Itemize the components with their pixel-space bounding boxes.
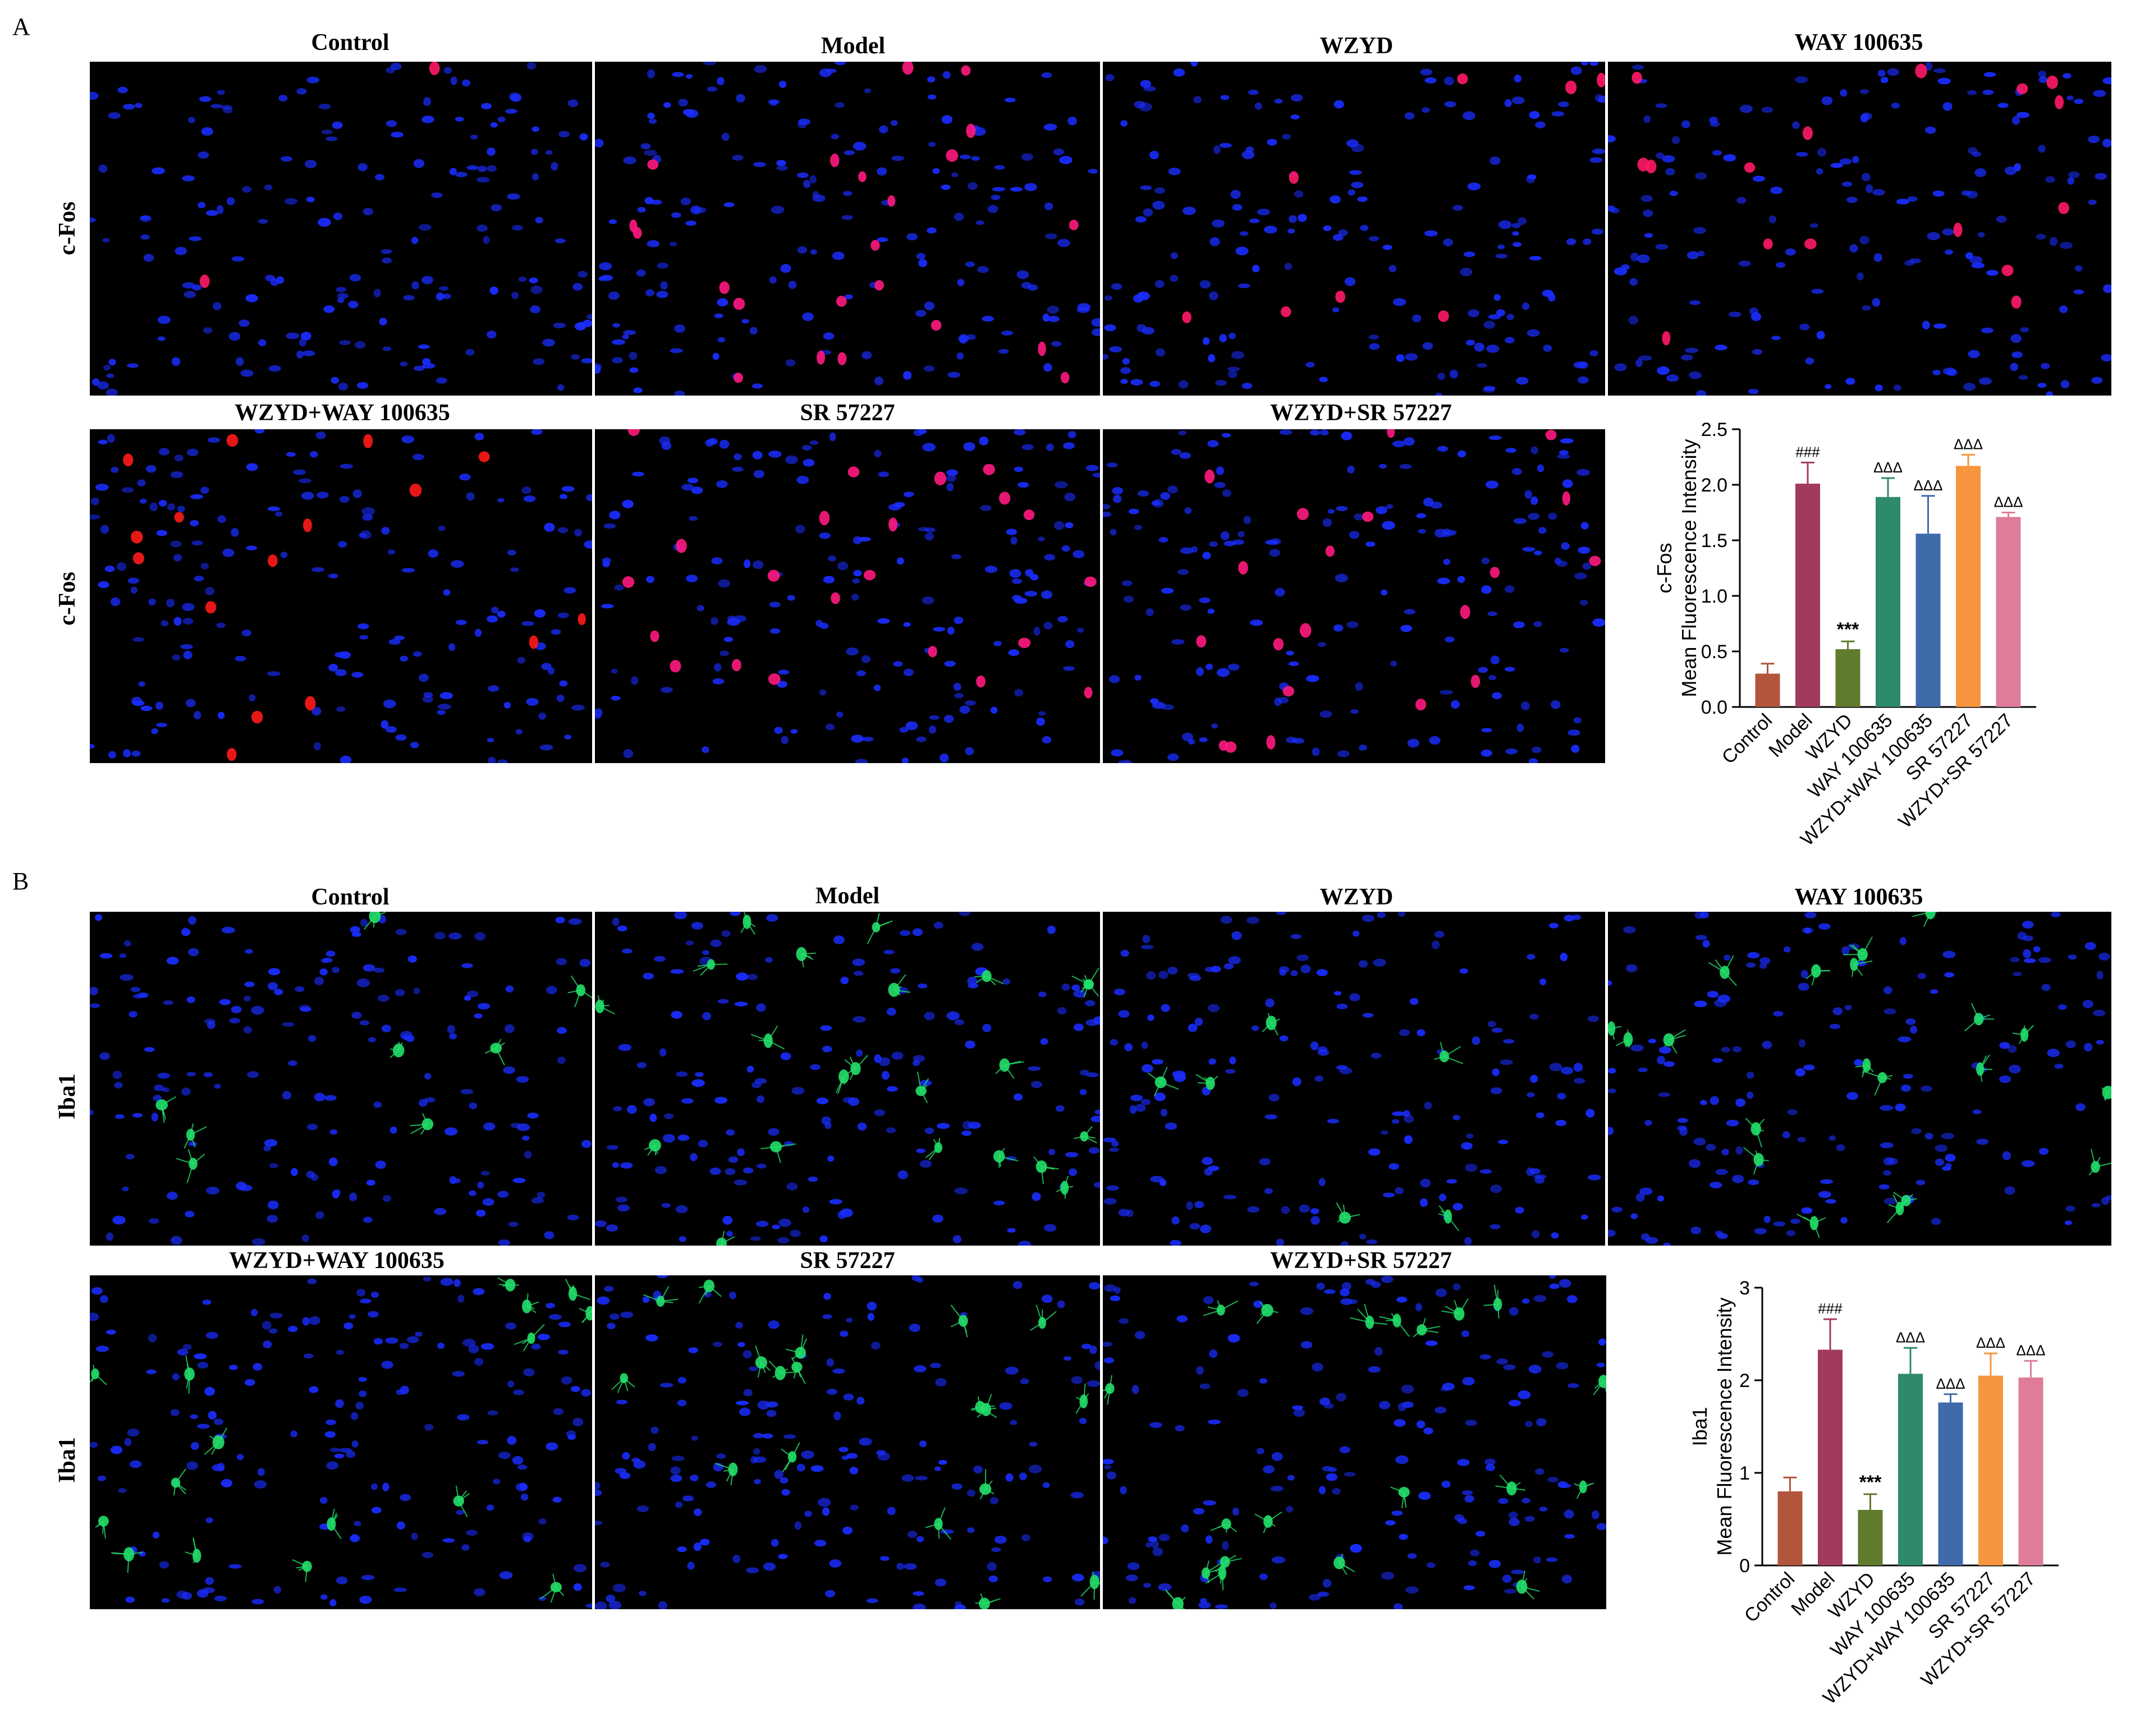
micrograph-image: [595, 1275, 1100, 1609]
significance-marker: ΔΔΔ: [1913, 477, 1942, 494]
significance-marker: ΔΔΔ: [1954, 436, 1983, 453]
panel-b-title-way100635: WAY 100635: [1794, 884, 1923, 910]
panel-a-title-wzyd-way: WZYD+WAY 100635: [235, 400, 450, 426]
micrograph-image: [595, 62, 1100, 396]
panel-a-title-wzyd: WZYD: [1319, 33, 1394, 59]
significance-marker: ***: [1837, 619, 1859, 640]
y-tick-label: 0: [1739, 1555, 1750, 1577]
y-tick-label: 3: [1739, 1278, 1750, 1299]
micrograph-image: [90, 1275, 592, 1609]
micrograph-b-wzyd-way: [90, 1275, 592, 1609]
micrograph-image: [1103, 62, 1605, 396]
panel-b-title-wzyd-way: WZYD+WAY 100635: [229, 1248, 444, 1274]
panel-a-row2-label: c-Fos: [54, 572, 80, 626]
y-tick-label: 2.5: [1701, 419, 1727, 440]
micrograph-a-wzyd-sr: [1103, 429, 1605, 763]
y-tick-label: 2: [1739, 1370, 1750, 1391]
panel-a-title-wzyd-sr: WZYD+SR 57227: [1270, 400, 1452, 426]
micrograph-a-model: [595, 62, 1100, 396]
micrograph-b-wzyd-sr: [1103, 1275, 1606, 1609]
bar: [1835, 649, 1860, 707]
significance-marker: ΔΔΔ: [1976, 1334, 2005, 1351]
y-tick-label: 2.0: [1701, 475, 1727, 496]
significance-marker: ΔΔΔ: [1993, 494, 2023, 511]
panel-a-title-way100635: WAY 100635: [1794, 30, 1923, 56]
panel-letter-a: A: [12, 13, 30, 40]
significance-marker: ***: [1859, 1472, 1882, 1493]
bar: [1915, 534, 1941, 707]
micrograph-a-way100635: [1608, 62, 2111, 396]
bar: [1777, 1491, 1803, 1565]
panel-b-title-wzyd-sr: WZYD+SR 57227: [1270, 1248, 1452, 1274]
x-tick-label: Control: [1740, 1568, 1799, 1627]
micrograph-b-wzyd: [1103, 912, 1605, 1246]
significance-marker: ###: [1795, 443, 1820, 460]
y-tick-label: 0.5: [1701, 641, 1727, 663]
micrograph-b-sr57227: [595, 1275, 1100, 1609]
x-tick-label: Control: [1718, 710, 1776, 768]
micrograph-a-wzyd: [1103, 62, 1605, 396]
panel-a-title-model: Model: [821, 33, 886, 59]
y-axis-marker-label: Iba1: [1688, 1407, 1711, 1446]
micrograph-image: [1103, 429, 1605, 763]
y-tick-label: 1.5: [1701, 530, 1727, 552]
panel-a-title-sr57227: SR 57227: [800, 400, 895, 426]
micrograph-image: [595, 429, 1100, 763]
significance-marker: ΔΔΔ: [1873, 459, 1903, 476]
y-tick-label: 1: [1739, 1463, 1750, 1484]
bar: [1876, 497, 1900, 707]
micrograph-b-way100635: [1608, 912, 2111, 1246]
panel-letter-b: B: [12, 867, 29, 895]
panel-b-title-control: Control: [311, 884, 389, 910]
micrograph-image: [1608, 912, 2111, 1246]
significance-marker: ###: [1818, 1300, 1843, 1317]
panel-b-row2-label: Iba1: [54, 1437, 80, 1483]
micrograph-image: [1608, 62, 2111, 396]
panel-b-title-model: Model: [815, 883, 880, 909]
bar: [1858, 1510, 1883, 1565]
significance-marker: ΔΔΔ: [1896, 1329, 1925, 1345]
micrograph-b-control: [90, 912, 592, 1246]
y-axis-label: Mean Fluorescence Intensity: [1678, 439, 1701, 697]
micrograph-image: [90, 912, 592, 1246]
panel-b-row1-label: Iba1: [54, 1073, 80, 1119]
bar: [1818, 1349, 1843, 1565]
micrograph-image: [595, 912, 1100, 1246]
micrograph-b-model: [595, 912, 1100, 1246]
micrograph-a-wzyd-way: [90, 429, 592, 763]
bar: [1795, 484, 1820, 707]
panel-b-title-sr57227: SR 57227: [800, 1248, 895, 1274]
micrograph-a-sr57227: [595, 429, 1100, 763]
bar: [1755, 673, 1780, 707]
significance-marker: ΔΔΔ: [2016, 1342, 2045, 1358]
y-tick-label: 0.0: [1701, 697, 1727, 718]
micrograph-image: [1103, 912, 1605, 1246]
micrograph-image: [90, 429, 592, 763]
y-axis-marker-label: c-Fos: [1653, 543, 1676, 594]
micrograph-image: [90, 62, 592, 396]
micrograph-a-control: [90, 62, 592, 396]
panel-b-title-wzyd: WZYD: [1319, 884, 1394, 910]
y-tick-label: 1.0: [1701, 586, 1727, 607]
bar: [1996, 517, 2021, 707]
panel-a-row1-label: c-Fos: [54, 201, 80, 255]
bar: [1978, 1375, 2003, 1565]
bar: [1938, 1402, 1963, 1565]
significance-marker: ΔΔΔ: [1936, 1375, 1965, 1392]
y-axis-label: Mean Fluorescence Intensity: [1713, 1297, 1736, 1555]
bar: [1956, 466, 1981, 707]
panel-a-title-control: Control: [311, 30, 389, 56]
bar: [2018, 1377, 2043, 1565]
micrograph-image: [1103, 1275, 1606, 1609]
bar: [1898, 1374, 1923, 1565]
